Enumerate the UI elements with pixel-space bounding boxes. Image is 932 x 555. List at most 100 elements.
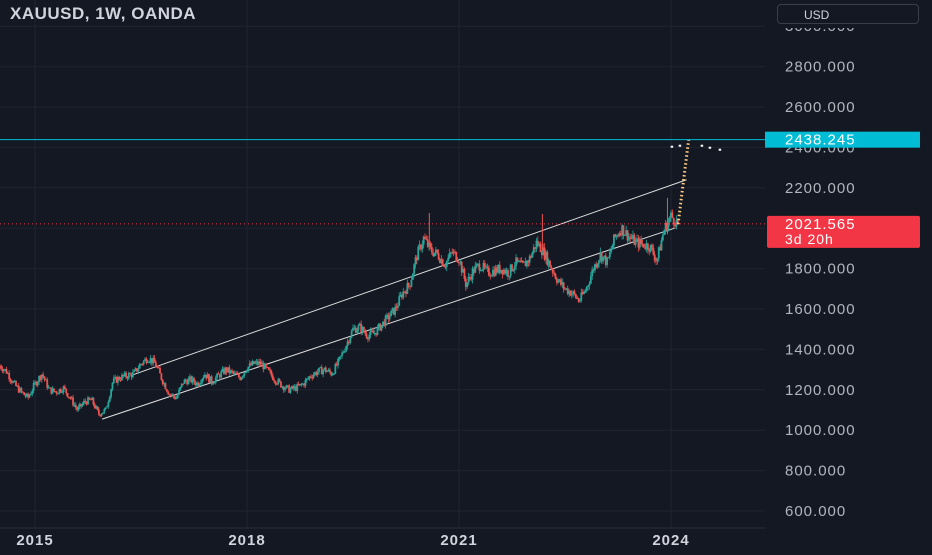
candle-body [156, 366, 159, 368]
price-tick-label: 2800.000 [785, 59, 856, 76]
candle-body [182, 383, 185, 385]
candle-body [169, 394, 172, 396]
candle-body [474, 265, 477, 273]
candle-body [265, 363, 267, 367]
candle-body [106, 406, 108, 408]
candle-body [88, 397, 91, 400]
candle-body [229, 370, 232, 374]
candle-body [259, 361, 262, 365]
candle-body [606, 257, 609, 265]
candle-body [492, 269, 494, 276]
candle-body [74, 404, 77, 408]
candle-body [579, 300, 581, 302]
candle-body [584, 290, 587, 292]
candle-body [615, 235, 618, 237]
candle-body [547, 260, 550, 266]
candle-body [281, 386, 284, 388]
candle-body [460, 261, 463, 273]
candle-body [433, 252, 436, 256]
candle-body [231, 370, 233, 372]
candle-body [401, 294, 403, 298]
candle-body [267, 367, 270, 370]
candle-body [160, 373, 163, 380]
candle-body [546, 251, 549, 266]
candle-body [386, 314, 388, 316]
candle-body [303, 383, 305, 386]
candle-body [485, 266, 488, 268]
projection-dot [700, 144, 704, 147]
candle-body [165, 389, 168, 392]
candle-body [498, 264, 501, 273]
candle-body [372, 331, 375, 334]
candle-body [320, 367, 323, 375]
candle-body [301, 383, 304, 385]
candle-body [539, 243, 542, 253]
candle-body [335, 363, 338, 366]
candle-body [195, 382, 198, 385]
candle-body [564, 288, 566, 290]
price-tick-label: 600.000 [785, 503, 846, 520]
price-tick-label: 1200.000 [785, 382, 856, 399]
candle-body [290, 386, 293, 389]
candle-body [511, 264, 513, 272]
candle-body [314, 372, 316, 375]
candle-body [121, 374, 123, 381]
candle-body [252, 361, 255, 364]
candle-body [309, 376, 312, 378]
candle-body [513, 266, 516, 270]
candle-body [246, 370, 248, 373]
candle-body [532, 247, 535, 253]
candle-body [331, 374, 334, 376]
candle-body [51, 388, 54, 394]
candle-body [102, 412, 104, 414]
time-tick-label: 2024 [652, 532, 689, 549]
currency-button[interactable]: USD [777, 4, 919, 24]
candle-body [592, 269, 595, 271]
candle-body [671, 212, 674, 218]
candle-body [145, 358, 148, 363]
candle-body [205, 374, 208, 379]
candle-body [21, 391, 24, 393]
projection-dot [670, 145, 674, 148]
candle-body [576, 298, 579, 300]
candle-body [73, 404, 76, 406]
candle-body [593, 264, 596, 271]
candle-body [565, 288, 568, 290]
candle-body [203, 374, 206, 378]
candle-body [520, 260, 523, 263]
price-tick-label: 1800.000 [785, 261, 856, 278]
time-axis[interactable]: 2015 2018 2021 2024 [0, 527, 765, 549]
candle-body [589, 276, 592, 284]
candle-body [364, 331, 367, 334]
candle-body [371, 330, 373, 332]
candle-body [395, 306, 398, 308]
candle-body [501, 269, 504, 275]
candle-body [262, 362, 265, 370]
candle-body [61, 391, 64, 393]
price-axis[interactable]: 3000.000600.000800.0001000.0001200.00014… [765, 0, 932, 520]
candle-body [201, 379, 204, 383]
candle-body [623, 234, 626, 236]
candle-body [305, 378, 308, 380]
candle-body [574, 294, 577, 299]
candle-body [104, 407, 107, 410]
candle-body [126, 377, 129, 379]
candle-body [142, 360, 145, 364]
candle-body [92, 397, 95, 405]
channel-line [130, 179, 687, 377]
candle-body [481, 269, 484, 271]
candle-body [8, 373, 11, 380]
candle-body [456, 260, 459, 263]
candle-body [112, 378, 115, 383]
candle-body [437, 253, 440, 260]
candle-body [178, 389, 180, 395]
price-tick-label: 1400.000 [785, 341, 856, 358]
candle-body [549, 260, 551, 268]
candle-body [43, 376, 46, 380]
candle-body [405, 291, 407, 294]
candle-body [463, 269, 466, 279]
candle-body [486, 266, 489, 268]
candle-body [425, 238, 428, 240]
